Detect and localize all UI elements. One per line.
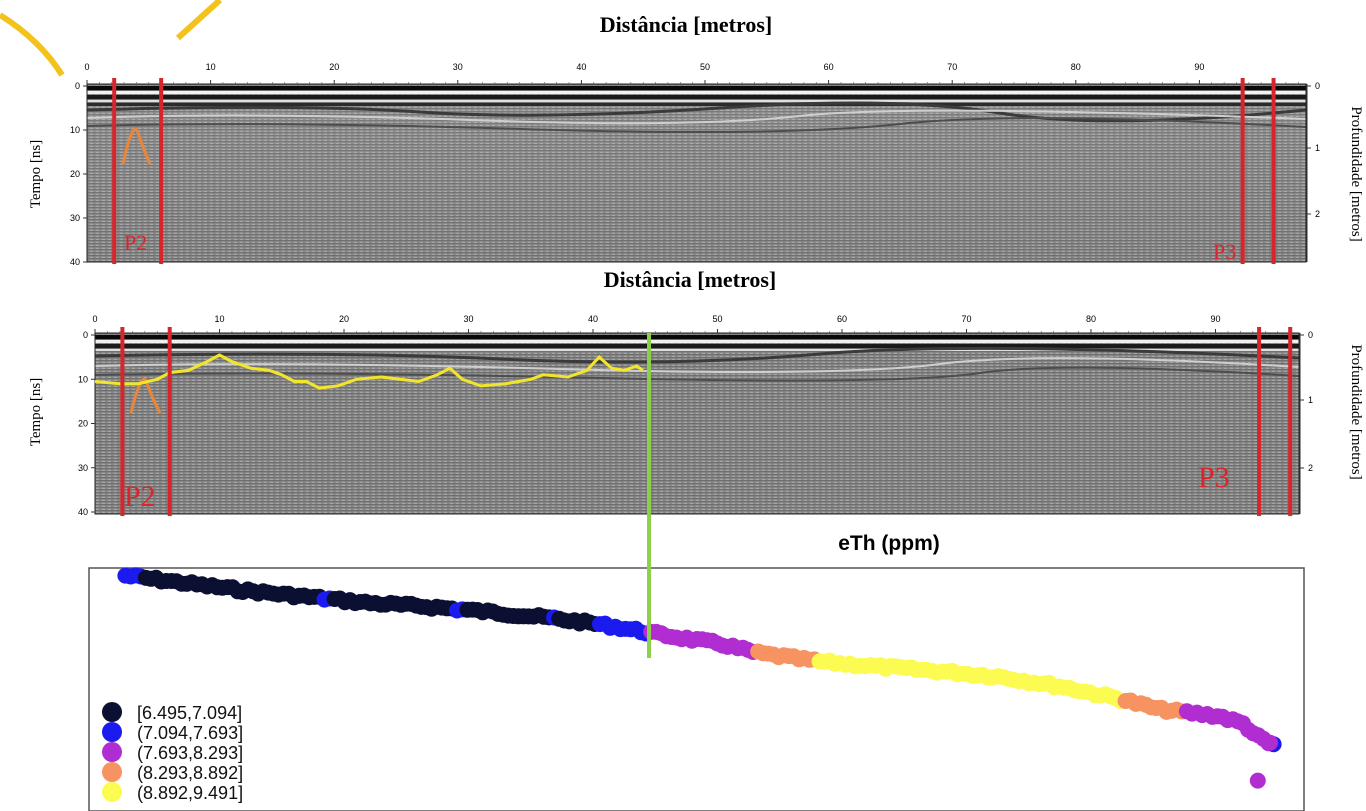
legend-label: (7.693,8.293] bbox=[137, 743, 243, 763]
corner-decoration bbox=[0, 12, 65, 77]
right-axis-title: Profundidade [metros] bbox=[1348, 106, 1364, 241]
x-tick-label: 50 bbox=[712, 314, 722, 324]
gpr-panel-top: Distância [metros] Tempo [ns] Profundida… bbox=[28, 12, 1364, 267]
top-axis-title: Distância [metros] bbox=[604, 267, 777, 292]
x-tick-label: 40 bbox=[576, 62, 586, 72]
x-tick-label: 0 bbox=[92, 314, 97, 324]
top-axis-title: Distância [metros] bbox=[600, 12, 773, 37]
y-tick-label: 30 bbox=[70, 213, 80, 223]
x-tick-label: 90 bbox=[1210, 314, 1220, 324]
radargram-image bbox=[95, 333, 1299, 514]
x-tick-label: 50 bbox=[700, 62, 710, 72]
x-tick-label: 60 bbox=[824, 62, 834, 72]
legend-swatch bbox=[102, 702, 122, 722]
x-tick-label: 10 bbox=[214, 314, 224, 324]
gpr-panel-middle: Distância [metros] Tempo [ns] Profundida… bbox=[28, 267, 1364, 517]
x-tick-label: 20 bbox=[339, 314, 349, 324]
right-axis-title: Profundidade [metros] bbox=[1348, 344, 1364, 479]
y-tick-label: 20 bbox=[70, 169, 80, 179]
x-tick-label: 20 bbox=[329, 62, 339, 72]
marker-label-p2: P2 bbox=[124, 230, 147, 255]
y-tick-label: 0 bbox=[75, 81, 80, 91]
diffraction-hyperbola bbox=[121, 127, 152, 165]
y-tick-label: 40 bbox=[78, 507, 88, 517]
y-tick-label: 10 bbox=[70, 125, 80, 135]
data-point bbox=[1249, 772, 1266, 789]
legend-label: (8.892,9.491] bbox=[137, 783, 243, 803]
depth-tick-label: 2 bbox=[1315, 209, 1320, 219]
legend-swatch bbox=[102, 762, 122, 782]
y-tick-label: 0 bbox=[83, 330, 88, 340]
left-axis-title: Tempo [ns] bbox=[28, 378, 44, 447]
left-axis-title: Tempo [ns] bbox=[28, 140, 44, 209]
x-tick-label: 10 bbox=[206, 62, 216, 72]
marker-label-p2: P2 bbox=[124, 480, 156, 513]
x-tick-label: 80 bbox=[1071, 62, 1081, 72]
y-tick-label: 10 bbox=[78, 374, 88, 384]
plot-frame bbox=[88, 567, 1305, 811]
legend-label: (7.094,7.693] bbox=[137, 723, 243, 743]
x-tick-label: 80 bbox=[1086, 314, 1096, 324]
y-tick-label: 20 bbox=[78, 419, 88, 429]
x-tick-label: 70 bbox=[961, 314, 971, 324]
depth-tick-label: 0 bbox=[1315, 81, 1320, 91]
x-tick-label: 30 bbox=[463, 314, 473, 324]
data-point bbox=[1262, 734, 1278, 751]
depth-tick-label: 1 bbox=[1308, 395, 1313, 405]
y-tick-label: 30 bbox=[78, 463, 88, 473]
eth-scatter-panel: eTh (ppm) [6.495,7.094](7.094,7.693](7.6… bbox=[88, 532, 1305, 811]
x-tick-label: 90 bbox=[1194, 62, 1204, 72]
x-tick-label: 60 bbox=[837, 314, 847, 324]
legend-swatch bbox=[102, 782, 122, 802]
y-tick-label: 40 bbox=[70, 257, 80, 267]
x-tick-label: 0 bbox=[84, 62, 89, 72]
legend-label: (8.293,8.892] bbox=[137, 763, 243, 783]
marker-label-p3: P3 bbox=[1198, 461, 1230, 494]
depth-tick-label: 0 bbox=[1308, 330, 1313, 340]
reflector-trace bbox=[94, 353, 644, 390]
legend-swatch bbox=[102, 722, 122, 742]
x-tick-label: 40 bbox=[588, 314, 598, 324]
corner-decoration bbox=[175, 0, 223, 41]
depth-tick-label: 2 bbox=[1308, 463, 1313, 473]
marker-label-p3: P3 bbox=[1213, 239, 1236, 264]
x-tick-label: 30 bbox=[453, 62, 463, 72]
depth-tick-label: 1 bbox=[1315, 143, 1320, 153]
chart-title: eTh (ppm) bbox=[838, 532, 939, 555]
x-tick-label: 70 bbox=[947, 62, 957, 72]
legend-label: [6.495,7.094] bbox=[137, 703, 242, 723]
legend-swatch bbox=[102, 742, 122, 762]
